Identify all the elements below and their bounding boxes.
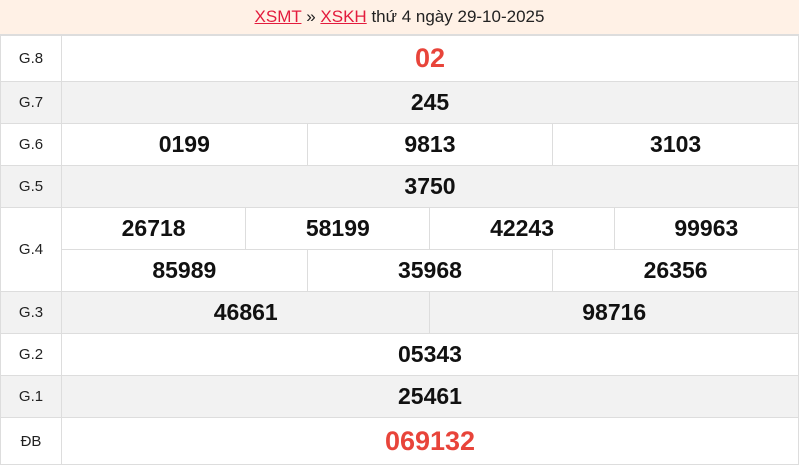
- draw-date: thứ 4 ngày 29-10-2025: [371, 7, 545, 26]
- prize-row-special: ĐB 069132: [0, 417, 799, 465]
- prize-row-g2: G.2 05343: [0, 333, 799, 376]
- results-header: XSMT » XSKH thứ 4 ngày 29-10-2025: [0, 0, 799, 35]
- prize-number: 0199: [61, 123, 308, 166]
- xsmt-link[interactable]: XSMT: [254, 7, 302, 26]
- prize-label: G.3: [0, 291, 62, 334]
- prize-row-g4b: 85989 35968 26356: [1, 249, 799, 292]
- results-table: G.8 02 G.7 245 G.6 0199 9813 3103 G.5 37…: [0, 35, 799, 465]
- prize-number: 26356: [552, 249, 799, 292]
- prize-label: ĐB: [0, 417, 62, 465]
- prize-number: 05343: [61, 333, 799, 376]
- prize-number: 245: [61, 81, 799, 124]
- prize-row-g6: G.6 0199 9813 3103: [0, 123, 799, 166]
- prize-label: G.6: [0, 123, 62, 166]
- prize-number: 3103: [552, 123, 799, 166]
- prize-number: 99963: [613, 207, 799, 250]
- prize-label: G.1: [0, 375, 62, 418]
- prize-label: G.8: [0, 35, 62, 82]
- prize-number: 9813: [306, 123, 554, 166]
- prize-number: 35968: [306, 249, 554, 292]
- prize-number: 26718: [60, 207, 247, 250]
- breadcrumb-separator: »: [306, 7, 316, 26]
- prize-number: 42243: [429, 207, 615, 250]
- prize-row-g5: G.5 3750: [0, 165, 799, 208]
- prize-number: 02: [61, 35, 799, 82]
- prize-label: G.2: [0, 333, 62, 376]
- prize-label: G.4: [0, 207, 62, 292]
- xskh-link[interactable]: XSKH: [320, 7, 367, 26]
- prize-label: G.5: [0, 165, 62, 208]
- special-prize-number: 069132: [61, 417, 799, 465]
- prize-row-g3: G.3 46861 98716: [0, 291, 799, 334]
- prize-row-g1: G.1 25461: [0, 375, 799, 418]
- prize-number: 85989: [61, 249, 308, 292]
- prize-label: G.7: [0, 81, 62, 124]
- prize-number: 3750: [61, 165, 799, 208]
- prize-number: 58199: [245, 207, 431, 250]
- prize-row-g8: G.8 02: [0, 35, 799, 82]
- prize-number: 98716: [429, 291, 799, 334]
- prize-number: 25461: [61, 375, 799, 418]
- prize-row-g4: G.4 26718 58199 42243 99963: [0, 207, 799, 292]
- prize-number: 46861: [60, 291, 431, 334]
- prize-row-g7: G.7 245: [0, 81, 799, 124]
